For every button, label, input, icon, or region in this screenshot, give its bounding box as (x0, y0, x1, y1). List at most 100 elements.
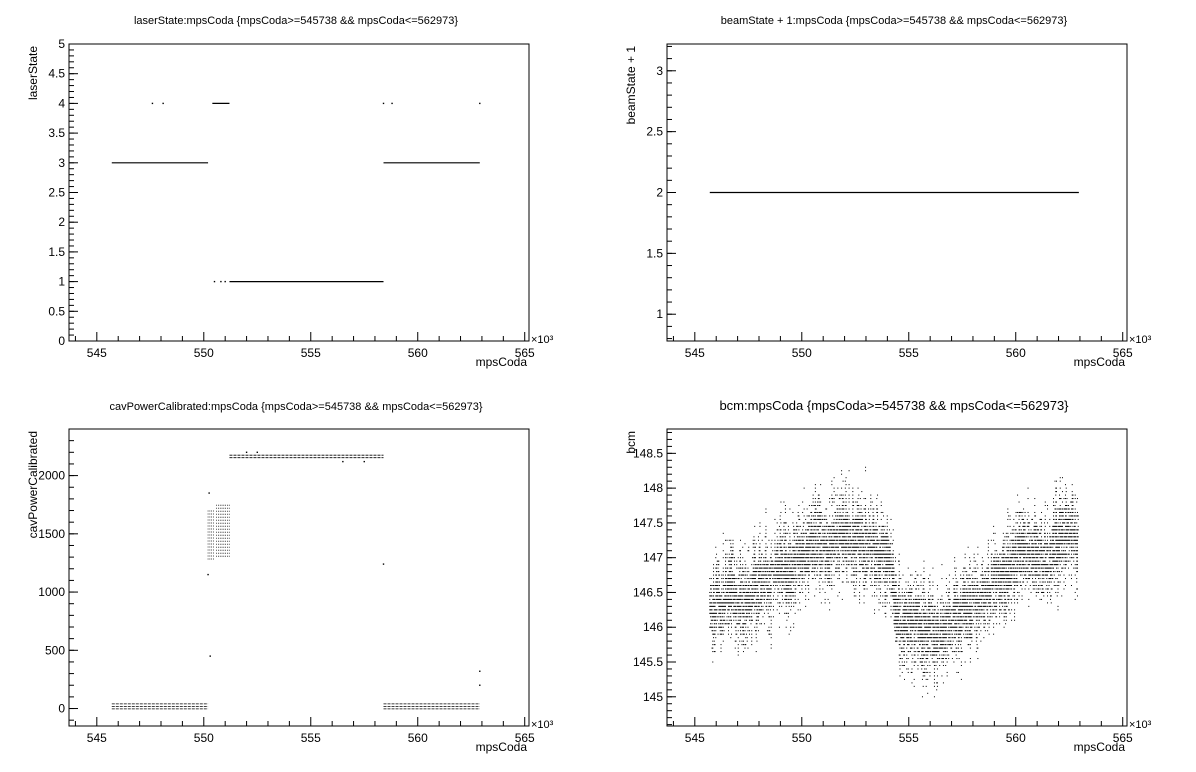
data-point (848, 494, 850, 496)
data-point (721, 626, 723, 628)
data-point (948, 644, 950, 646)
data-point (793, 626, 795, 628)
data-point (818, 494, 820, 496)
data-point (850, 560, 852, 562)
data-point (862, 571, 864, 573)
data-point (716, 574, 718, 576)
data-point (874, 591, 876, 593)
data-point (942, 605, 944, 607)
data-point (847, 543, 849, 545)
data-point (814, 532, 816, 534)
data-point (942, 630, 944, 632)
data-point (799, 567, 801, 569)
data-point (874, 539, 876, 541)
data-point (756, 609, 758, 611)
data-point (796, 529, 798, 531)
data-point (871, 553, 873, 555)
data-point (965, 623, 967, 625)
data-point (936, 602, 938, 604)
data-point (811, 532, 813, 534)
data-point (924, 626, 926, 628)
data-point (790, 581, 792, 583)
data-point (808, 557, 810, 559)
data-point (836, 539, 838, 541)
data-point (903, 623, 905, 625)
data-point (796, 525, 798, 527)
data-point (747, 602, 749, 604)
data-point (754, 584, 756, 586)
data-point (819, 588, 821, 590)
data-point (709, 609, 711, 611)
data-point (877, 564, 879, 566)
data-point (802, 525, 804, 527)
data-point (876, 529, 878, 531)
data-point (766, 567, 768, 569)
data-point (933, 626, 935, 628)
x-tick-label: 545 (685, 731, 705, 745)
data-point (946, 609, 948, 611)
data-point (778, 581, 780, 583)
data-point (787, 567, 789, 569)
data-point (839, 494, 841, 496)
data-point (964, 571, 966, 573)
data-point (932, 612, 934, 614)
data-point (963, 567, 965, 569)
data-point (957, 584, 959, 586)
data-point (776, 574, 778, 576)
data-point (898, 588, 900, 590)
data-point (795, 532, 797, 534)
data-point (768, 574, 770, 576)
data-point (822, 550, 824, 552)
data-point (924, 668, 926, 670)
data-point (954, 609, 956, 611)
data-point (730, 578, 732, 580)
data-point (939, 616, 941, 618)
data-point (944, 630, 946, 632)
data-point (883, 525, 885, 527)
data-point (927, 633, 929, 635)
data-point (907, 658, 909, 660)
data-point (921, 630, 923, 632)
data-point (785, 557, 787, 559)
data-point (863, 560, 865, 562)
data-point (772, 564, 774, 566)
data-point (936, 626, 938, 628)
data-point (887, 574, 889, 576)
data-point (829, 557, 831, 559)
data-point (850, 536, 852, 538)
data-point (722, 574, 724, 576)
data-point (769, 584, 771, 586)
data-point (784, 567, 786, 569)
data-point (740, 574, 742, 576)
data-point (829, 532, 831, 534)
data-point (835, 571, 837, 573)
data-point (832, 532, 834, 534)
data-point (842, 532, 844, 534)
data-point (821, 543, 823, 545)
data-point (859, 522, 861, 524)
data-point (921, 619, 923, 621)
data-point (886, 539, 888, 541)
data-point (782, 602, 784, 604)
data-point (862, 536, 864, 538)
data-point (832, 550, 834, 552)
data-point (749, 574, 751, 576)
data-point (814, 491, 816, 493)
data-point (909, 588, 911, 590)
data-point (876, 560, 878, 562)
data-point (914, 623, 916, 625)
data-point (842, 539, 844, 541)
data-point (895, 619, 897, 621)
data-point (734, 578, 736, 580)
data-point (962, 602, 964, 604)
data-point (899, 633, 901, 635)
data-point (954, 619, 956, 621)
data-point (927, 602, 929, 604)
data-point (715, 546, 717, 548)
data-point (936, 623, 938, 625)
data-point (815, 508, 817, 510)
data-point (846, 536, 848, 538)
data-point (800, 546, 802, 548)
data-point (941, 619, 943, 621)
data-point (865, 525, 867, 527)
